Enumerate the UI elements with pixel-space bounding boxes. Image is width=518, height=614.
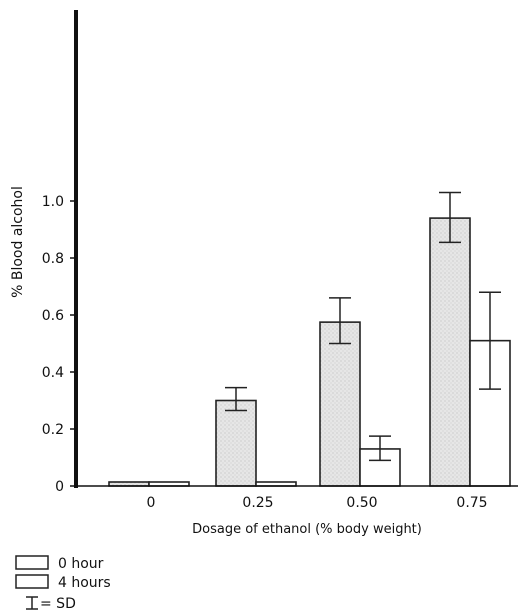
bar-0-hour-0.25	[215, 399, 257, 487]
y-ticks: 0 0.2 0.4 0.6 0.8 1.0	[42, 194, 77, 495]
error-bar-4-hours-0.75	[479, 291, 501, 390]
legend-label-sd: = SD	[40, 596, 76, 612]
error-bar-0-hour-0.75	[439, 191, 461, 244]
x-tick-labels: 0 0.25 0.50 0.75	[147, 495, 488, 511]
bar-0-hour-0.75	[429, 217, 471, 487]
y-tick-label: 0.4	[42, 365, 64, 381]
y-tick-label: 0.8	[42, 251, 64, 267]
error-bar-4-hours-0.50	[369, 435, 391, 462]
legend: 0 hour 4 hours = SD	[15, 555, 111, 612]
error-bar-0-hour-0.25	[225, 386, 247, 412]
legend-label-4-hours: 4 hours	[58, 575, 111, 591]
axes-layer	[74, 10, 518, 488]
error-bar-0-hour-0.50	[329, 297, 351, 345]
error-bars-layer	[225, 191, 501, 462]
x-axis-label: Dosage of ethanol (% body weight)	[192, 522, 422, 537]
x-tick-label: 0.25	[242, 495, 273, 511]
y-tick-label: 1.0	[42, 194, 64, 210]
y-tick-label: 0	[55, 479, 64, 495]
y-tick-label: 0.2	[42, 422, 64, 438]
bar-0-hour-0.50	[319, 321, 361, 487]
legend-swatch-0-hour	[15, 555, 49, 570]
y-axis-label: % Blood alcohol	[10, 186, 26, 298]
y-tick-label: 0.6	[42, 308, 64, 324]
x-tick-label: 0.50	[346, 495, 377, 511]
legend-label-0-hour: 0 hour	[58, 556, 104, 572]
x-tick-label: 0.75	[456, 495, 487, 511]
error-bar-icon	[26, 596, 38, 610]
legend-swatch-4-hours	[15, 574, 49, 589]
x-tick-label: 0	[147, 495, 156, 511]
bars-layer	[108, 217, 511, 487]
